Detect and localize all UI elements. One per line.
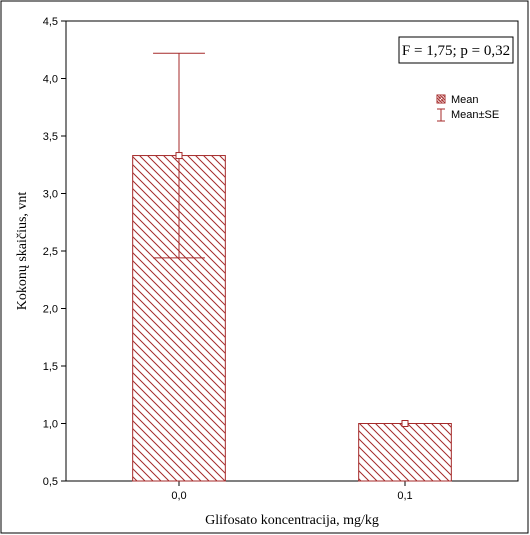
x-tick-label: 0,0 [171,490,186,502]
stat-annotation-box [398,36,514,64]
x-axis-title: Glifosato koncentracija, mg/kg [205,513,379,528]
bars-group [132,155,452,482]
stat-annotation-text: F = 1,75; p = 0,32 [402,43,510,59]
y-tick-label: 2,0 [43,304,58,316]
bar [358,423,452,482]
y-tick-label: 3,5 [43,131,58,143]
y-tick-label: 4,0 [43,74,58,86]
y-axis-title: Kokonų skaičius, vnt [15,192,30,311]
y-axis: 0,5 1,0 1,5 2,0 2,5 3,0 3,5 4,0 4,5 [43,16,66,488]
y-tick-label: 3,0 [43,189,58,201]
stat-annotation: F = 1,75; p = 0,32 [398,36,514,64]
mean-marker [401,420,409,427]
x-axis: 0,0 0,1 [171,481,413,502]
legend-se-label: Mean±SE [451,109,499,121]
y-tick-label: 4,5 [43,16,58,28]
mean-marker [175,152,183,160]
legend: Mean Mean±SE [436,94,499,122]
legend-mean-label: Mean [451,94,479,106]
mean-markers-group [175,152,409,427]
legend-mean-swatch [436,94,446,104]
y-tick-label: 1,5 [43,361,58,373]
x-tick-label: 0,1 [397,490,412,502]
y-tick-label: 2,5 [43,246,58,258]
y-tick-label: 1,0 [43,419,58,431]
legend-se-icon [437,108,445,122]
legend-mean-marker-icon [438,96,444,102]
y-tick-label: 0,5 [43,476,58,488]
